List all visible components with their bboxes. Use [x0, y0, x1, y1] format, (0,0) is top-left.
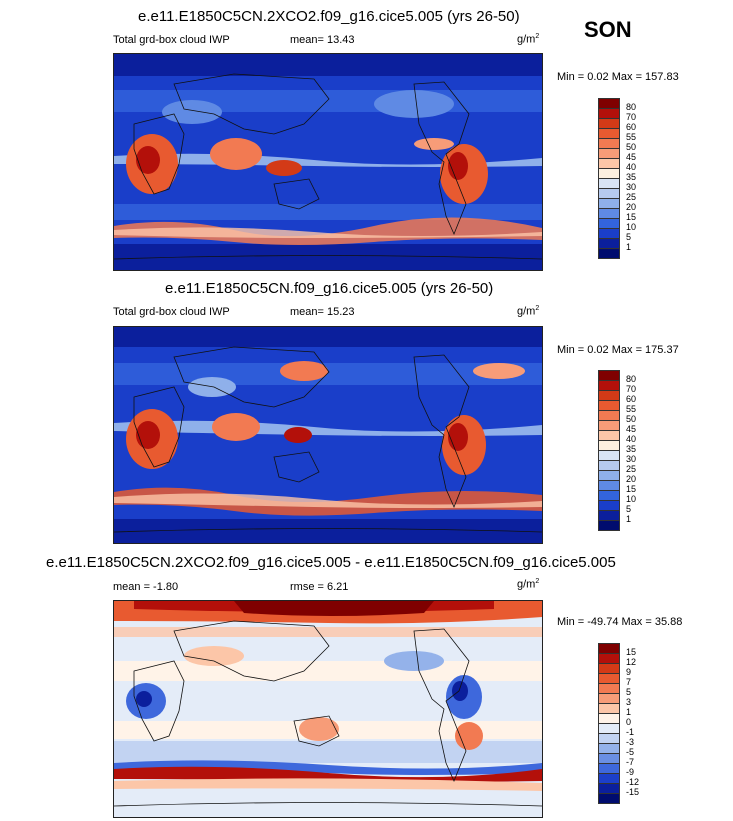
panel1-colorbar-label: 5	[626, 232, 632, 242]
panel1-map	[113, 53, 543, 271]
panel3-colorbar-label: -1	[626, 727, 635, 737]
panel2-colorbar-label: 1	[626, 514, 632, 524]
panel1-map-field	[114, 54, 542, 270]
panel3-colorbar-label: 9	[626, 667, 632, 677]
panel2-colorbar-label: 40	[626, 434, 637, 444]
panel2-units: g/m2	[517, 305, 540, 318]
panel3-colorbar-label: -3	[626, 737, 635, 747]
panel3-colorbar-label: 1	[626, 707, 632, 717]
panel3-colorbar-cell	[598, 793, 620, 804]
panel3-map	[113, 600, 543, 818]
panel2-colorbar-label: 50	[626, 414, 637, 424]
panel1-mean-label: mean= 13.43	[290, 34, 355, 46]
panel1-colorbar-label: 55	[626, 132, 637, 142]
panel3-colorbar-label: 3	[626, 697, 632, 707]
panel2-colorbar-label: 30	[626, 454, 637, 464]
panel2-colorbar-label: 60	[626, 394, 637, 404]
panel3-colorbar: 15 12 9 7 5 3 1 0 -1 -3 -5 -7 -9 -12 -15	[598, 643, 658, 813]
panel2-colorbar-label: 5	[626, 504, 632, 514]
panel3-mean-label: mean = -1.80	[113, 581, 179, 593]
panel3-colorbar-label: 12	[626, 657, 637, 667]
panel1-colorbar: 80 70 60 55 50 45 40 35 30 25 20 15 10 5…	[598, 98, 658, 268]
panel3-title: e.e11.E1850C5CN.2XCO2.f09_g16.cice5.005 …	[46, 554, 616, 571]
panel3-colorbar-label: -15	[626, 787, 640, 797]
panel3-colorbar-label: 15	[626, 647, 637, 657]
panel1-colorbar-label: 15	[626, 212, 637, 222]
panel1-colorbar-label: 45	[626, 152, 637, 162]
panel1-colorbar-label: 30	[626, 182, 637, 192]
panel2-map-field	[114, 327, 542, 543]
panel1-units: g/m2	[517, 33, 540, 46]
panel3-colorbar-label: -5	[626, 747, 635, 757]
panel3-units: g/m2	[517, 578, 540, 591]
panel2-colorbar-label: 20	[626, 474, 637, 484]
panel1-variable-label: Total grd-box cloud IWP	[113, 34, 230, 46]
panel2-map	[113, 326, 543, 544]
panel3-minmax: Min = -49.74 Max = 35.88	[557, 616, 683, 628]
panel1-colorbar-label: 25	[626, 192, 637, 202]
panel2-title: e.e11.E1850C5CN.f09_g16.cice5.005 (yrs 2…	[165, 280, 494, 297]
panel3-colorbar-label: -9	[626, 767, 635, 777]
panel2-colorbar-label: 45	[626, 424, 637, 434]
panel2-colorbar-label: 80	[626, 374, 637, 384]
panel3-colorbar-label: -12	[626, 777, 640, 787]
panel2-colorbar-cell	[598, 520, 620, 531]
panel1-colorbar-label: 60	[626, 122, 637, 132]
panel1-title: e.e11.E1850C5CN.2XCO2.f09_g16.cice5.005 …	[138, 8, 520, 25]
panel1-colorbar-label: 10	[626, 222, 637, 232]
panel2-colorbar-label: 55	[626, 404, 637, 414]
panel1-colorbar-label: 80	[626, 102, 637, 112]
panel3-colorbar-label: 0	[626, 717, 632, 727]
panel2-mean-label: mean= 15.23	[290, 306, 355, 318]
panel1-colorbar-label: 1	[626, 242, 632, 252]
panel3-colorbar-label: -7	[626, 757, 635, 767]
panel3-colorbar-label: 7	[626, 677, 632, 687]
panel2-colorbar-label: 35	[626, 444, 637, 454]
panel1-colorbar-label: 20	[626, 202, 637, 212]
panel2-colorbar: 80 70 60 55 50 45 40 35 30 25 20 15 10 5…	[598, 370, 658, 540]
panel1-colorbar-label: 40	[626, 162, 637, 172]
panel2-variable-label: Total grd-box cloud IWP	[113, 306, 230, 318]
panel3-colorbar-label: 5	[626, 687, 632, 697]
panel1-colorbar-label: 70	[626, 112, 637, 122]
panel1-colorbar-label: 35	[626, 172, 637, 182]
panel2-colorbar-label: 10	[626, 494, 637, 504]
panel3-map-field	[114, 601, 542, 817]
season-label: SON	[584, 17, 632, 42]
panel2-colorbar-label: 25	[626, 464, 637, 474]
panel2-colorbar-label: 15	[626, 484, 637, 494]
panel1-colorbar-label: 50	[626, 142, 637, 152]
panel1-minmax: Min = 0.02 Max = 157.83	[557, 71, 679, 83]
panel2-minmax: Min = 0.02 Max = 175.37	[557, 344, 679, 356]
panel2-colorbar-label: 70	[626, 384, 637, 394]
panel3-rmse-label: rmse = 6.21	[290, 581, 349, 593]
panel1-colorbar-cell	[598, 248, 620, 259]
